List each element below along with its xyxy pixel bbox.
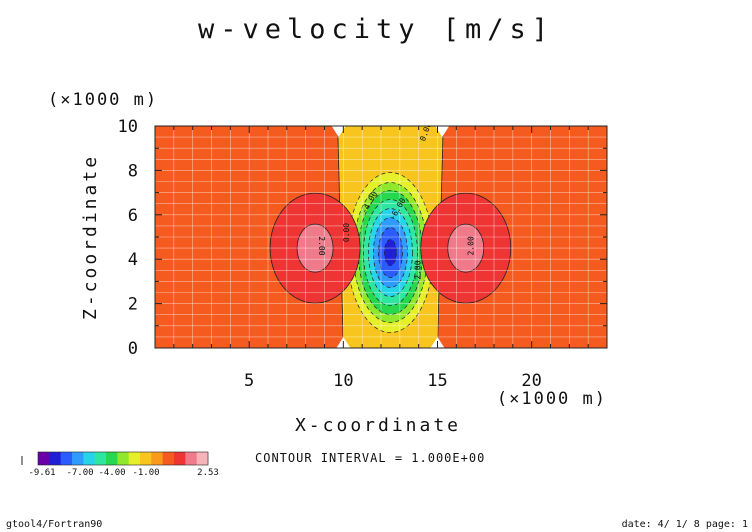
colorbar-frame [37, 451, 209, 466]
y-tick-label: 0 [128, 339, 138, 359]
x-tick-label: 15 [427, 371, 447, 391]
colorbar-label: -1.00 [132, 468, 159, 478]
colorbar-swatch [151, 452, 164, 465]
colorbar-label: -7.00 [66, 468, 93, 478]
colorbar-swatch [117, 452, 130, 465]
band-notch [331, 126, 346, 137]
y-axis-label: Z-coordinate [80, 154, 101, 320]
colorbar-label: -9.61 [28, 468, 55, 478]
x-unit-label: (×1000 m) [497, 389, 607, 409]
y-axis-ticks: 0 2 4 6 8 10 [118, 117, 607, 359]
colorbar-swatch [162, 452, 175, 465]
y-tick-label: 8 [128, 161, 138, 181]
y-tick-label: 4 [128, 250, 138, 270]
plot-area: 0.000.002.00 2.00-2.00-4.00 -6.00 [155, 126, 607, 348]
colorbar-label: -4.00 [98, 468, 125, 478]
x-tick-label: 5 [244, 371, 254, 391]
colorbar-swatch [174, 452, 186, 465]
y-tick-label: 2 [128, 295, 138, 315]
colorbar-swatch [128, 452, 141, 465]
contour-label: 0.00 [342, 223, 351, 242]
colorbar-labels: -9.61 -7.00 -4.00 -1.00 2.53 [28, 468, 218, 478]
x-tick-label: 20 [521, 371, 541, 391]
grid-lines [155, 126, 607, 348]
contour-label: 2.00 [466, 236, 475, 255]
colorbar-swatch [94, 452, 107, 465]
x-axis-label: X-coordinate [295, 415, 461, 436]
x-tick-label: 10 [333, 371, 353, 391]
colorbar-swatch [83, 452, 96, 465]
colorbar-swatch [140, 452, 152, 465]
x-axis-ticks: 5 10 15 20 [173, 126, 589, 391]
colorbar-swatch [38, 452, 50, 465]
colorbar-swatch [185, 452, 198, 465]
colorbar [21, 451, 209, 466]
contour-interval-text: CONTOUR INTERVAL = 1.000E+00 [255, 451, 485, 465]
y-tick-label: 10 [118, 117, 138, 137]
y-unit-label: (×1000 m) [48, 90, 158, 110]
chart-title: w-velocity [m/s] [198, 14, 554, 45]
colorbar-label: 2.53 [197, 468, 219, 478]
colorbar-swatch [60, 452, 73, 465]
colorbar-swatch [196, 452, 209, 465]
colorbar-swatch [72, 452, 84, 465]
contour-label: 2.00 [317, 236, 326, 255]
y-tick-label: 6 [128, 206, 138, 226]
downdraft-ring-8 [384, 239, 397, 266]
colorbar-swatch [106, 452, 118, 465]
contour-label: -2.00 [414, 260, 423, 284]
colorbar-swatch [49, 452, 62, 465]
footer-right: date: 4/ 1/ 8 page: 1 [622, 519, 748, 530]
band-notch [435, 126, 450, 137]
footer-left: gtool4/Fortran90 [6, 519, 102, 530]
